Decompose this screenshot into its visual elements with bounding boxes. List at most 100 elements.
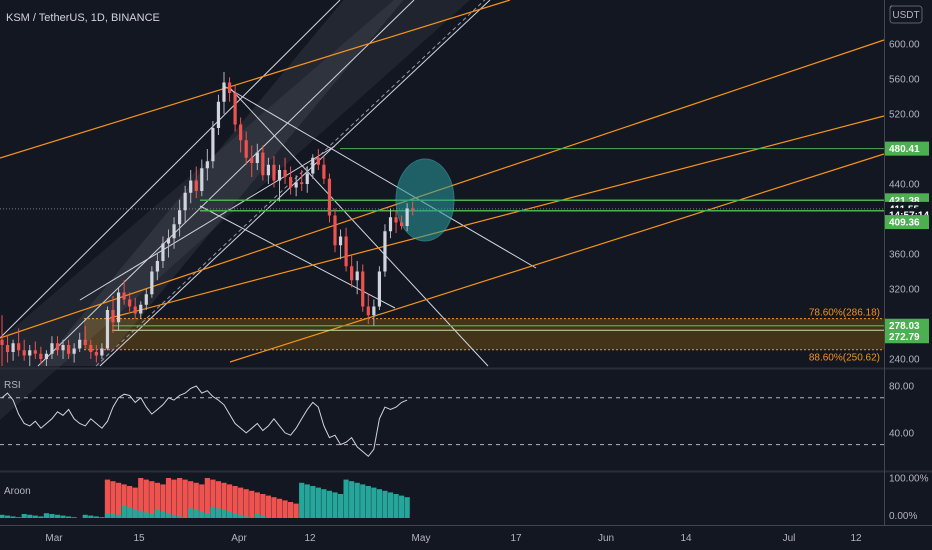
aroon-down-bar	[215, 481, 222, 518]
aroon-down-bar	[282, 500, 288, 518]
aroon-up-bar	[104, 513, 111, 518]
aroon-up-bar	[21, 514, 27, 518]
aroon-down-bar	[276, 498, 283, 518]
candle-body	[83, 339, 87, 345]
aroon-down-bar	[154, 482, 160, 518]
aroon-up-bar	[177, 516, 183, 518]
aroon-down-bar	[293, 503, 299, 518]
candle-body	[355, 271, 359, 281]
candle-body	[122, 292, 126, 300]
aroon-down-bar	[121, 484, 127, 518]
time-tick-label: 15	[133, 533, 145, 544]
candle-body	[133, 306, 137, 314]
candle-body	[383, 231, 387, 272]
time-tick-label: Mar	[45, 533, 63, 544]
aroon-up-bar	[399, 495, 405, 518]
rsi-pane[interactable]: RSI	[0, 380, 884, 458]
aroon-down-bar	[288, 502, 294, 518]
candle-body	[22, 350, 26, 356]
price-tick-label: 320.00	[889, 285, 920, 296]
aroon-up-bar	[60, 515, 66, 518]
candle-body	[144, 294, 148, 305]
aroon-up-bar	[38, 516, 44, 518]
aroon-up-bar	[360, 484, 366, 518]
aroon-down-bar	[143, 479, 149, 518]
aroon-up-bar	[110, 514, 116, 518]
candle-body	[255, 152, 259, 163]
candle-body	[200, 168, 204, 191]
candle-body	[89, 345, 93, 352]
candle-body	[44, 353, 48, 359]
candle-body	[266, 164, 270, 176]
fib-retracement-band	[84, 318, 884, 350]
trend-line	[229, 87, 489, 367]
candle-body	[28, 350, 32, 356]
candle-body	[289, 177, 293, 188]
candle-body	[11, 343, 15, 352]
aroon-down-bar	[182, 479, 188, 518]
aroon-up-bar	[210, 506, 216, 518]
candle-body	[205, 161, 209, 169]
candle-body	[150, 271, 154, 295]
candle-body	[55, 343, 60, 351]
candle-body	[327, 178, 332, 216]
aroon-pane[interactable]: Aroon	[0, 478, 410, 518]
price-tick-label: 240.00	[889, 355, 920, 366]
candle-body	[394, 217, 398, 223]
candle-body	[72, 348, 76, 354]
price-tick-label: 560.00	[889, 75, 920, 86]
candle-body	[338, 236, 343, 246]
aroon-down-bar	[254, 492, 260, 518]
aroon-down-bar	[104, 479, 111, 518]
aroon-up-bar	[143, 512, 149, 518]
aroon-up-bar	[215, 508, 222, 518]
aroon-down-bar	[132, 487, 138, 518]
currency-badge[interactable]: USDT	[889, 5, 923, 24]
candle-body	[17, 343, 21, 351]
aroon-up-bar	[165, 513, 172, 518]
aroon-down-bar	[188, 481, 194, 518]
candle-body	[300, 182, 304, 184]
aroon-down-bar	[238, 487, 244, 518]
candle-body	[155, 261, 159, 272]
aroon-up-bar	[149, 514, 155, 518]
aroon-up-bar	[71, 517, 77, 518]
aroon-up-bar	[332, 492, 338, 518]
candle-body	[227, 82, 232, 93]
price-tag-label: 272.79	[889, 332, 920, 343]
price-tag: 278.03	[885, 318, 929, 333]
price-pane[interactable]: 78.60%(286.18) 88.60%(250.62)	[0, 0, 885, 420]
candle-body	[166, 238, 171, 244]
rsi-line	[1, 385, 408, 458]
aroon-up-bar	[127, 507, 133, 518]
candle-body	[244, 140, 248, 158]
aroon-up-bar	[221, 510, 227, 518]
candle-body	[161, 243, 165, 261]
price-tick-label: 520.00	[889, 110, 920, 121]
price-tag-label: 409.36	[889, 218, 920, 229]
aroon-tick-label: 100.00%	[889, 474, 929, 485]
time-tick-label: May	[412, 533, 431, 544]
candle-body	[5, 345, 10, 352]
chart-title: KSM / TetherUS, 1D, BINANCE	[6, 12, 160, 24]
time-tick-label: Jul	[783, 533, 796, 544]
candle-body	[333, 215, 337, 246]
aroon-up-bar	[43, 513, 49, 518]
aroon-up-bar	[138, 510, 144, 518]
aroon-up-bar	[54, 514, 61, 518]
aroon-up-bar	[337, 494, 344, 518]
aroon-down-bar	[265, 495, 271, 518]
trend-line	[223, 85, 537, 269]
aroon-up-bar	[404, 497, 410, 518]
aroon-label: Aroon	[4, 486, 31, 497]
aroon-down-bar	[221, 482, 227, 518]
time-tick-label: 14	[680, 533, 692, 544]
aroon-down-bar	[177, 478, 183, 518]
aroon-up-bar	[265, 517, 271, 518]
candle-body	[211, 128, 215, 162]
candle-body	[189, 180, 193, 193]
aroon-up-bar	[376, 489, 382, 518]
aroon-up-bar	[115, 514, 122, 518]
